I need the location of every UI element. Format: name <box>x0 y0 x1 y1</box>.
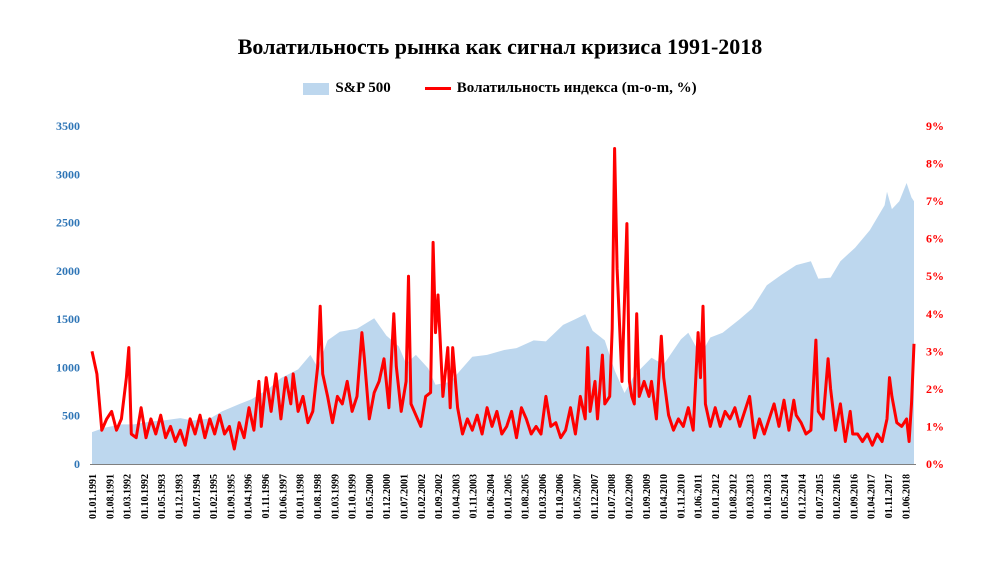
x-axis-tick-label: 01.04.2003 <box>451 474 462 519</box>
x-axis-tick-label: 01.02.2002 <box>417 474 428 519</box>
x-axis-tick-label: 01.12.2000 <box>382 474 393 519</box>
x-axis-tick-label: 01.06.2011 <box>694 474 705 518</box>
x-axis-tick-label: 01.09.2009 <box>642 474 653 519</box>
x-axis-tick-label: 01.10.1992 <box>140 474 151 519</box>
right-axis-tick-label: 5% <box>926 269 944 283</box>
x-axis-tick-label: 01.07.1994 <box>192 474 203 519</box>
x-axis-tick-label: 01.06.2018 <box>901 474 912 519</box>
x-axis-tick-label: 01.08.2012 <box>728 474 739 519</box>
left-axis-tick-label: 0 <box>74 457 80 471</box>
right-axis-tick-label: 2% <box>926 382 944 396</box>
right-axis-tick-label: 7% <box>926 194 944 208</box>
legend-swatch-sp500 <box>303 82 330 95</box>
x-axis-tick-label: 01.04.2010 <box>659 474 670 519</box>
legend-label-volatility: Волатильность индекса (m-o-m, %) <box>456 80 697 96</box>
x-axis-tick-label: 01.03.1999 <box>330 474 341 519</box>
legend: S&P 500 Волатильность индекса (m-o-m, %) <box>0 80 1000 97</box>
x-axis-tick-label: 01.07.2001 <box>400 474 411 519</box>
right-axis-tick-label: 8% <box>926 157 944 171</box>
x-axis-tick-label: 01.06.2004 <box>486 474 497 519</box>
x-axis-tick-label: 01.03.2006 <box>538 474 549 519</box>
x-axis-tick-label: 01.08.2005 <box>521 474 532 519</box>
volatility-line <box>90 147 916 451</box>
x-axis-tick-label: 01.08.1991 <box>105 474 116 519</box>
x-axis-tick-label: 01.03.1992 <box>123 474 134 519</box>
left-axis-tick-label: 500 <box>62 409 80 423</box>
x-axis-tick-label: 01.03.2013 <box>746 474 757 519</box>
x-axis-tick-label: 01.04.2017 <box>867 474 878 519</box>
x-axis-tick-label: 01.12.2007 <box>590 474 601 519</box>
legend-item-sp500: S&P 500 <box>303 80 391 97</box>
x-axis-tick-label: 01.02.2016 <box>832 474 843 519</box>
x-axis-tick-label: 01.05.2000 <box>365 474 376 519</box>
x-axis-tick-label: 01.05.1993 <box>157 474 168 519</box>
right-axis-tick-label: 0% <box>926 457 944 471</box>
x-axis-tick-label: 01.11.1996 <box>261 474 272 518</box>
x-axis-tick-label: 01.11.2003 <box>469 474 480 518</box>
x-axis-tick-label: 01.05.2007 <box>573 474 584 519</box>
chart-title: Волатильность рынка как сигнал кризиса 1… <box>237 34 763 59</box>
x-axis-tick-label: 01.12.2014 <box>798 474 809 519</box>
x-axis-tick-label: 01.06.1997 <box>278 474 289 519</box>
x-axis-tick-label: 01.10.1999 <box>348 474 359 519</box>
x-axis-tick-label: 01.12.1993 <box>175 474 186 519</box>
left-axis-tick-label: 2000 <box>56 264 80 278</box>
x-axis-tick-label: 01.02.1995 <box>209 474 220 519</box>
x-axis-tick-label: 01.01.1998 <box>296 474 307 519</box>
sp500-area <box>92 183 914 464</box>
x-axis-tick-label: 01.01.2012 <box>711 474 722 519</box>
x-axis-tick-label: 01.04.1996 <box>244 474 255 519</box>
x-axis-tick-label: 01.09.2016 <box>849 474 860 519</box>
x-axis-tick-label: 01.02.2009 <box>625 474 636 519</box>
left-axis-tick-label: 3500 <box>56 119 80 133</box>
left-axis-tick-label: 2500 <box>56 216 80 230</box>
legend-swatch-volatility <box>424 87 451 90</box>
left-axis-tick-label: 1000 <box>56 360 80 374</box>
x-axis-tick-label: 01.11.2010 <box>676 474 687 518</box>
x-axis-tick-label: 01.07.2008 <box>607 474 618 519</box>
x-axis-tick-label: 01.05.2014 <box>780 474 791 519</box>
x-axis-tick-label: 01.11.2017 <box>884 474 895 518</box>
x-axis-tick-label: 01.09.1995 <box>226 474 237 519</box>
x-axis-tick-label: 01.01.2005 <box>503 474 514 519</box>
left-axis-tick-label: 1500 <box>56 312 80 326</box>
x-axis-tick-label: 01.08.1998 <box>313 474 324 519</box>
x-axis-tick-label: 01.10.2006 <box>555 474 566 519</box>
x-axis-tick-label: 01.01.1991 <box>88 474 99 519</box>
right-axis-tick-label: 6% <box>926 232 944 246</box>
right-axis-tick-label: 1% <box>926 419 944 433</box>
right-axis-tick-label: 9% <box>926 119 944 133</box>
x-axis-tick-label: 01.07.2015 <box>815 474 826 519</box>
left-axis-tick-label: 3000 <box>56 167 80 181</box>
x-axis-tick-label: 01.10.2013 <box>763 474 774 519</box>
legend-label-sp500: S&P 500 <box>335 80 391 96</box>
legend-item-volatility: Волатильность индекса (m-o-m, %) <box>424 80 697 97</box>
x-axis-tick-label: 01.09.2002 <box>434 474 445 519</box>
right-axis-tick-label: 3% <box>926 344 944 358</box>
right-axis-tick-label: 4% <box>926 307 944 321</box>
